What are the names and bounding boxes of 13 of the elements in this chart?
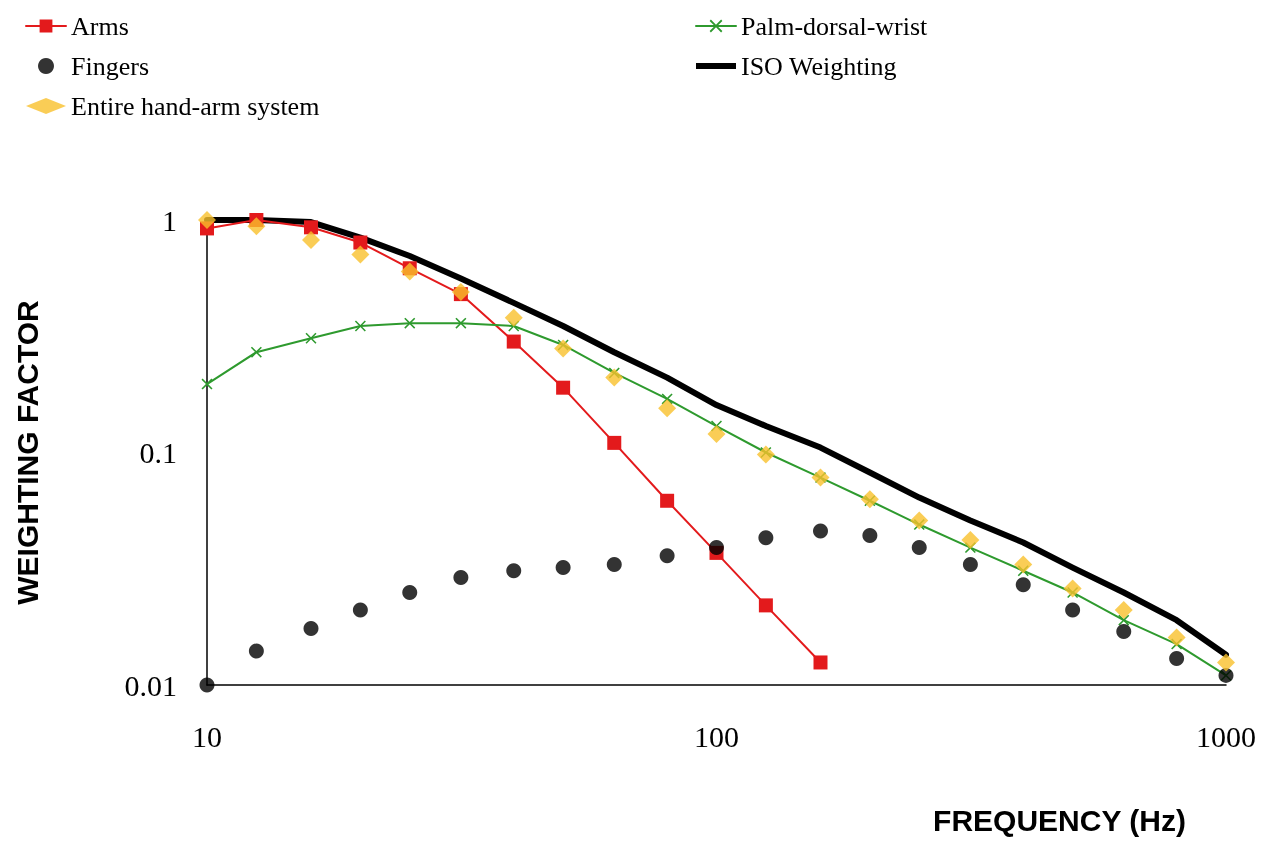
- x-tick-label: 100: [694, 719, 739, 753]
- legend-label: Arms: [71, 11, 129, 41]
- legend-label: Palm-dorsal-wrist: [741, 11, 929, 41]
- y-axis-title: WEIGHTING FACTOR: [10, 299, 44, 605]
- y-tick-label: 1: [162, 203, 177, 237]
- x-tick-label: 1000: [1196, 719, 1256, 753]
- x-tick-label: 10: [192, 719, 222, 753]
- x-axis-title: FREQUENCY (Hz): [933, 803, 1186, 837]
- legend-label: Fingers: [71, 51, 149, 81]
- y-tick-label: 0.1: [139, 436, 177, 469]
- legend-label: ISO Weighting: [741, 51, 897, 81]
- y-tick-label: 0.01: [124, 668, 177, 702]
- legend-label: Entire hand-arm system: [71, 91, 320, 121]
